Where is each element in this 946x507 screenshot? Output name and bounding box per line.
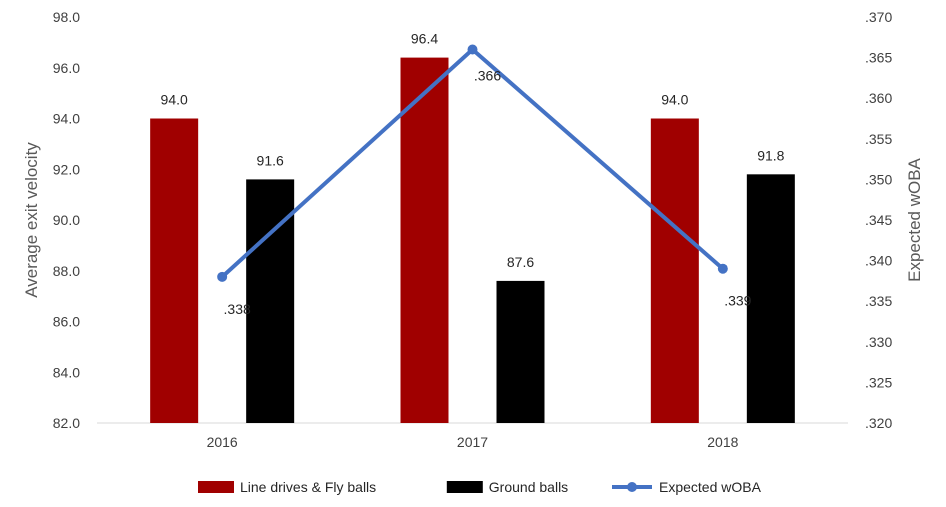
y2-tick-label: .350 (865, 171, 892, 187)
bar (746, 174, 795, 423)
y2-tick-label: .345 (865, 212, 892, 228)
y-tick-label: 84.0 (53, 364, 80, 380)
bar-data-label: 94.0 (161, 92, 188, 108)
legend-label: Expected wOBA (659, 479, 762, 495)
legend-label: Ground balls (489, 479, 568, 495)
bar (150, 118, 199, 423)
line-point (217, 271, 228, 282)
data-labels: 94.0 96.4 94.0 91.6 87.6 91.8 .338 .366 .339 (161, 31, 785, 317)
y-tick-label: 82.0 (53, 415, 80, 431)
y-tick-label: 98.0 (53, 9, 80, 25)
line-data-label: .339 (724, 293, 751, 309)
bar (496, 280, 545, 423)
y2-tick-label: .325 (865, 374, 892, 390)
y-tick-label: 94.0 (53, 111, 80, 127)
x-tick-label: 2017 (457, 434, 488, 450)
bar-data-label: 91.8 (757, 147, 784, 163)
y-tick-label: 92.0 (53, 161, 80, 177)
bars (150, 57, 795, 423)
bar-data-label: 91.6 (257, 152, 284, 168)
y2-tick-label: .360 (865, 90, 892, 106)
axes: 82.0 84.0 86.0 88.0 90.0 92.0 94.0 96.0 98.0 .320… (22, 9, 924, 450)
y2-tick-label: .365 (865, 50, 892, 66)
y2-tick-label: .330 (865, 334, 892, 350)
line-data-label: .366 (474, 67, 501, 83)
y-tick-label: 88.0 (53, 263, 80, 279)
bar-data-label: 94.0 (661, 92, 688, 108)
y2-tick-label: .320 (865, 415, 892, 431)
y2-tick-label: .355 (865, 131, 892, 147)
y2-axis-title: Expected wOBA (905, 157, 924, 281)
y-tick-label: 90.0 (53, 212, 80, 228)
y-tick-label: 96.0 (53, 60, 80, 76)
y-axis-title: Average exit velocity (22, 142, 41, 298)
bar-data-label: 96.4 (411, 31, 438, 47)
y-tick-label: 86.0 (53, 314, 80, 330)
line-series (217, 44, 728, 282)
y2-tick-label: .340 (865, 253, 892, 269)
line-point (717, 263, 728, 274)
line-path (220, 47, 725, 279)
bar (400, 57, 449, 423)
x-tick-label: 2016 (207, 434, 238, 450)
line-point (467, 44, 478, 55)
x-tick-label: 2018 (707, 434, 738, 450)
y2-tick-label: .370 (865, 9, 892, 25)
line-data-label: .338 (224, 301, 251, 317)
legend-marker (627, 482, 637, 492)
legend: Line drives & Fly balls Ground balls Expec… (198, 479, 762, 495)
bar-data-label: 87.6 (507, 254, 534, 270)
legend-label: Line drives & Fly balls (240, 479, 376, 495)
bar (650, 118, 699, 423)
y2-tick-label: .335 (865, 293, 892, 309)
legend-swatch (446, 481, 483, 493)
legend-swatch (198, 481, 234, 493)
